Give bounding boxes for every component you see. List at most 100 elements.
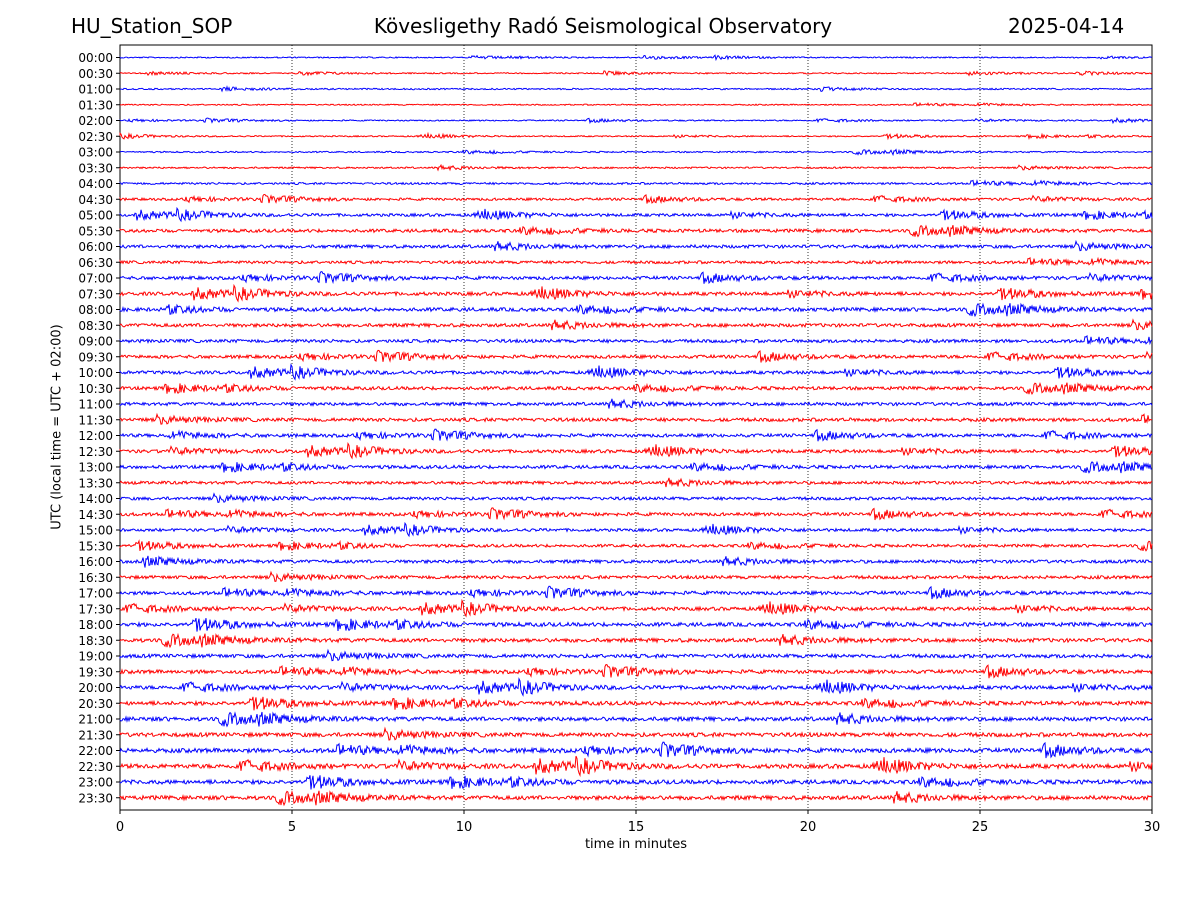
trace-2330 [119,790,1153,807]
y-tick-label: 22:00 [78,744,113,758]
trace-0600 [119,239,1153,252]
y-tick-label: 14:30 [78,508,113,522]
y-tick-label: 00:00 [78,51,113,65]
trace-1630 [119,570,1153,583]
trace-1530 [119,539,1153,552]
y-tick-label: 08:00 [78,303,113,317]
trace-1130 [119,412,1153,425]
trace-1300 [119,460,1153,474]
y-tick-label: 06:00 [78,240,113,254]
trace-2230 [119,755,1153,778]
y-tick-label: 23:30 [78,791,113,805]
trace-0500 [119,206,1153,223]
trace-0900 [119,334,1153,346]
trace-1730 [119,598,1153,618]
y-tick-label: 16:00 [78,555,113,569]
trace-0330 [119,163,1153,172]
y-tick-label: 03:00 [78,146,113,160]
y-tick-label: 07:30 [78,287,113,301]
trace-0030 [119,70,1153,77]
trace-1030 [119,382,1153,396]
y-tick-label: 10:00 [78,366,113,380]
trace-0830 [119,318,1153,331]
trace-1400 [119,492,1153,504]
trace-0130 [119,102,1153,107]
y-tick-label: 05:30 [78,224,113,238]
observatory-title: Kövesligethy Radó Seismological Observat… [373,14,833,38]
trace-0730 [119,283,1153,303]
trace-0930 [119,349,1153,363]
trace-1800 [119,617,1153,632]
trace-2100 [119,711,1153,728]
y-tick-label: 21:30 [78,728,113,742]
y-tick-label: 06:30 [78,256,113,270]
y-tick-label: 05:00 [78,209,113,223]
trace-0200 [119,117,1153,125]
y-tick-label: 09:30 [78,350,113,364]
trace-1200 [119,428,1153,442]
trace-0800 [119,302,1153,318]
y-tick-label: 08:30 [78,319,113,333]
y-tick-label: 18:00 [78,618,113,632]
trace-0000 [119,54,1153,62]
trace-1930 [119,664,1153,679]
x-tick-label: 10 [456,820,473,835]
y-tick-label: 16:30 [78,571,113,585]
y-tick-label: 23:00 [78,776,113,790]
y-tick-label: 12:00 [78,429,113,443]
x-tick-label: 15 [628,820,645,835]
trace-1230 [119,441,1153,460]
y-tick-label: 22:30 [78,760,113,774]
y-tick-label: 10:30 [78,382,113,396]
x-axis-label: time in minutes [584,837,688,852]
y-tick-label: 12:30 [78,445,113,459]
y-tick-label: 09:00 [78,335,113,349]
y-tick-label: 18:30 [78,634,113,648]
y-tick-label: 00:30 [78,67,113,81]
y-tick-label: 11:00 [78,398,113,412]
y-tick-label: 14:00 [78,492,113,506]
y-tick-label: 15:00 [78,524,113,538]
x-tick-label: 25 [972,820,989,835]
trace-0430 [119,193,1153,204]
trace-0100 [119,85,1153,93]
station-name: HU_Station_SOP [71,14,233,38]
x-tick-label: 0 [116,820,124,835]
trace-1100 [119,398,1153,409]
y-tick-label: 07:00 [78,272,113,286]
y-tick-label: 17:30 [78,602,113,616]
y-tick-label: 02:30 [78,130,113,144]
trace-2300 [119,775,1153,790]
y-tick-label: 17:00 [78,587,113,601]
trace-0300 [119,148,1153,157]
y-tick-label: 04:30 [78,193,113,207]
y-tick-label: 19:30 [78,665,113,679]
y-tick-label: 20:30 [78,697,113,711]
x-tick-label: 30 [1144,820,1161,835]
trace-0400 [119,179,1153,187]
trace-2000 [119,677,1153,697]
y-tick-label: 13:00 [78,461,113,475]
trace-1830 [119,632,1153,649]
trace-1500 [119,521,1153,538]
y-tick-label: 19:00 [78,650,113,664]
x-tick-label: 20 [800,820,817,835]
y-tick-label: 15:30 [78,539,113,553]
y-tick-label: 21:00 [78,713,113,727]
record-date: 2025-04-14 [1008,14,1125,38]
trace-1000 [119,363,1153,381]
y-tick-label: 03:30 [78,161,113,175]
trace-0700 [119,271,1153,285]
y-tick-label: 11:30 [78,413,113,427]
trace-1900 [119,648,1153,662]
y-tick-label: 01:00 [78,83,113,97]
x-tick-label: 5 [288,820,296,835]
y-tick-label: 02:00 [78,114,113,128]
trace-1600 [119,555,1153,568]
trace-0530 [119,224,1153,238]
y-tick-label: 13:30 [78,476,113,490]
trace-2130 [119,726,1153,741]
trace-1700 [119,585,1153,600]
trace-0630 [119,256,1153,267]
